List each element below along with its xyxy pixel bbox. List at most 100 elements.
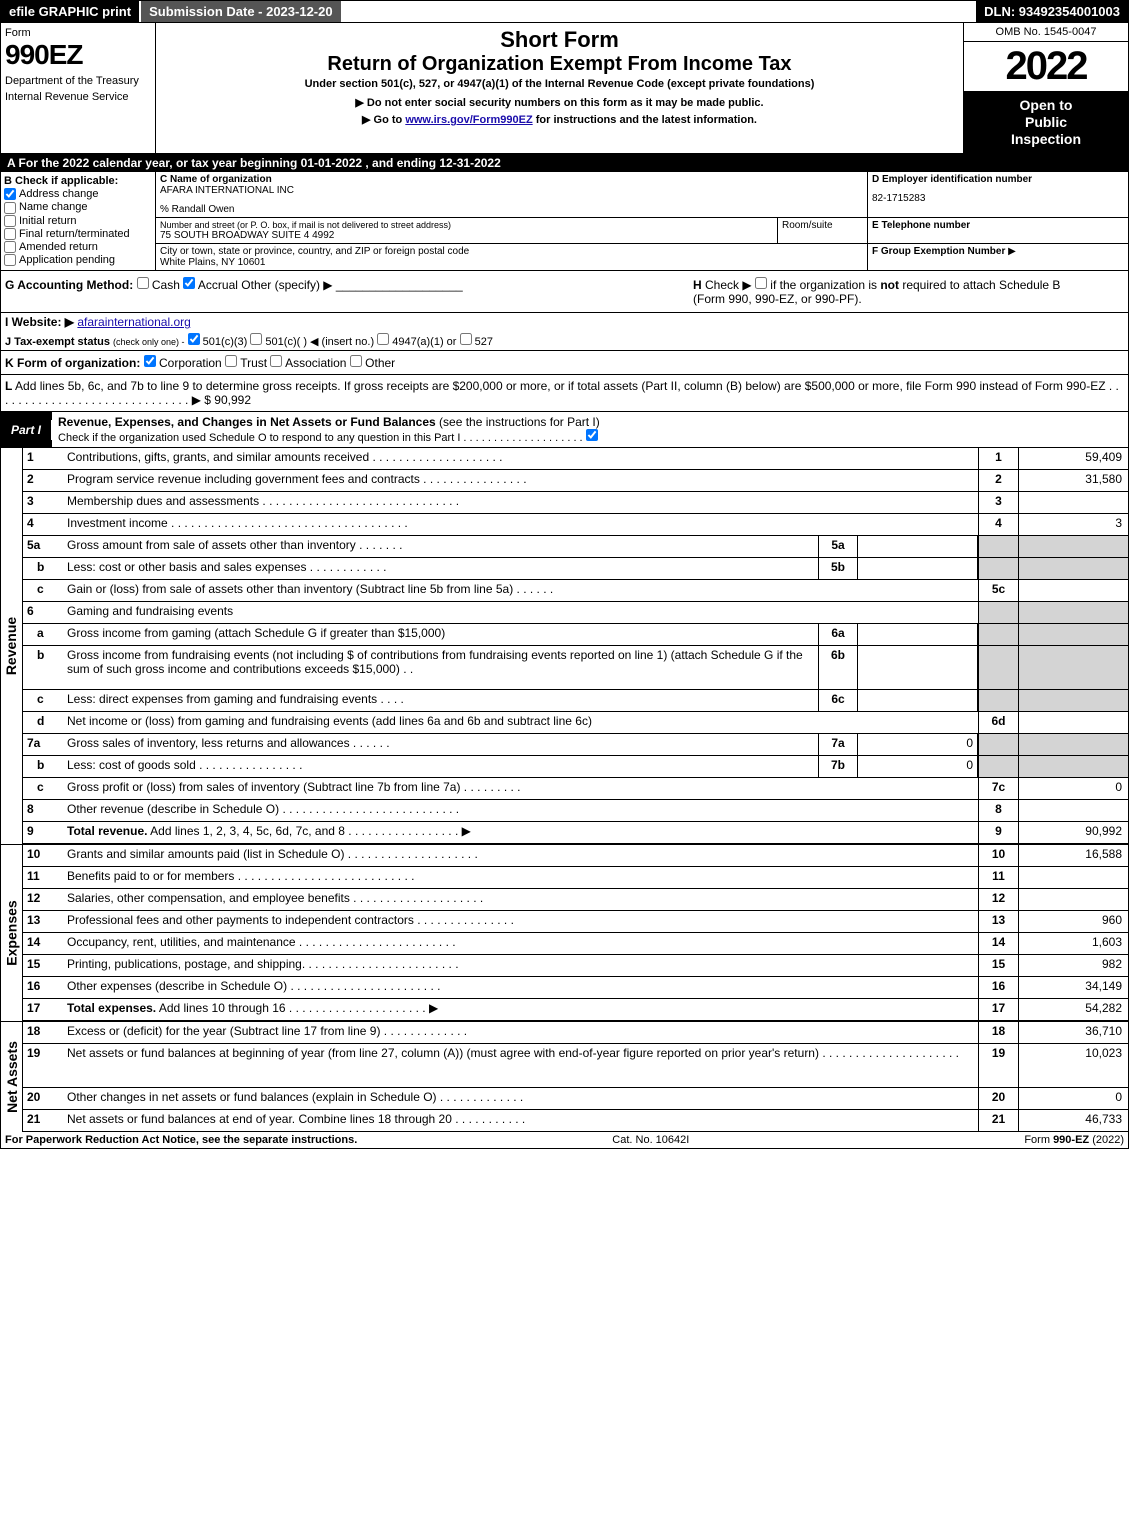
do-not-enter: Do not enter social security numbers on … [164, 96, 955, 109]
form-line-6b: bGross income from fundraising events (n… [23, 646, 1128, 690]
line-description: Less: direct expenses from gaming and fu… [63, 690, 818, 711]
main-line-number: 4 [978, 514, 1018, 535]
checkbox-4947[interactable] [377, 333, 389, 345]
main-line-value: 54,282 [1018, 999, 1128, 1020]
revenue-sidelabel: Revenue [1, 448, 23, 844]
group-arrow: ▶ [1008, 246, 1016, 257]
addr-value: 75 SOUTH BROADWAY SUITE 4 4992 [160, 230, 773, 241]
checkbox-501c[interactable] [250, 333, 262, 345]
section-g-label: G Accounting Method: [5, 278, 133, 292]
checkbox-application-pending[interactable] [4, 254, 16, 266]
checkbox-cash[interactable] [137, 277, 149, 289]
main-line-number: 10 [978, 845, 1018, 866]
cat-number: Cat. No. 10642I [612, 1134, 689, 1146]
main-line-value [1018, 558, 1128, 579]
section-k: K Form of organization: Corporation Trus… [1, 351, 1128, 375]
checkbox-amended-return[interactable] [4, 241, 16, 253]
line-description: Membership dues and assessments . . . . … [63, 492, 978, 513]
goto-link[interactable]: www.irs.gov/Form990EZ [405, 114, 532, 126]
checkbox-trust[interactable] [225, 355, 237, 367]
checkbox-schedule-o[interactable] [586, 429, 598, 441]
line-number: 9 [23, 822, 63, 843]
main-line-number: 14 [978, 933, 1018, 954]
line-description: Professional fees and other payments to … [63, 911, 978, 932]
line-number: c [23, 690, 63, 711]
form-line-13: 13Professional fees and other payments t… [23, 911, 1128, 933]
section-i: I Website: ▶ afarainternational.org [1, 313, 1128, 331]
line-description: Net assets or fund balances at beginning… [63, 1044, 978, 1087]
line-number: 4 [23, 514, 63, 535]
line-number: 20 [23, 1088, 63, 1109]
line-number: 16 [23, 977, 63, 998]
checkbox-association[interactable] [270, 355, 282, 367]
checkbox-corporation[interactable] [144, 355, 156, 367]
section-j-label: J Tax-exempt status [5, 336, 110, 348]
checkbox-other-form[interactable] [350, 355, 362, 367]
line-number: b [23, 756, 63, 777]
form-line-10: 10Grants and similar amounts paid (list … [23, 845, 1128, 867]
form-line-1: 1Contributions, gifts, grants, and simil… [23, 448, 1128, 470]
addr-label: Number and street (or P. O. box, if mail… [160, 220, 773, 230]
line-description: Net income or (loss) from gaming and fun… [63, 712, 978, 733]
header-center: Short Form Return of Organization Exempt… [156, 23, 963, 153]
city-block: City or town, state or province, country… [156, 244, 868, 270]
goto-instructions: Go to www.irs.gov/Form990EZ for instruct… [164, 113, 955, 126]
main-line-value: 36,710 [1018, 1022, 1128, 1043]
check-final-return: Final return/terminated [4, 228, 152, 240]
main-line-number: 7c [978, 778, 1018, 799]
checkbox-final-return[interactable] [4, 228, 16, 240]
sub-line-value: 0 [858, 734, 978, 755]
line-number: 12 [23, 889, 63, 910]
main-line-number: 13 [978, 911, 1018, 932]
check-address-change: Address change [4, 188, 152, 200]
line-description: Net assets or fund balances at end of ye… [63, 1110, 978, 1131]
checkbox-h[interactable] [755, 277, 767, 289]
form-line-6a: aGross income from gaming (attach Schedu… [23, 624, 1128, 646]
tax-year: 2022 [964, 42, 1128, 91]
header-right: OMB No. 1545-0047 2022 Open to Public In… [963, 23, 1128, 153]
sub-line-value: 0 [858, 756, 978, 777]
form-line-12: 12Salaries, other compensation, and empl… [23, 889, 1128, 911]
checkbox-527[interactable] [460, 333, 472, 345]
checkbox-initial-return[interactable] [4, 215, 16, 227]
section-e: E Telephone number [868, 218, 1128, 243]
form-line-6d: dNet income or (loss) from gaming and fu… [23, 712, 1128, 734]
under-section: Under section 501(c), 527, or 4947(a)(1)… [164, 78, 955, 90]
form-line-5a: 5aGross amount from sale of assets other… [23, 536, 1128, 558]
checkbox-address-change[interactable] [4, 188, 16, 200]
line-description: Gross income from fundraising events (no… [63, 646, 818, 689]
form-line-7a: 7aGross sales of inventory, less returns… [23, 734, 1128, 756]
form-line-6: 6Gaming and fundraising events [23, 602, 1128, 624]
form-line-18: 18Excess or (deficit) for the year (Subt… [23, 1022, 1128, 1044]
expense-lines: 10Grants and similar amounts paid (list … [23, 845, 1128, 1021]
main-line-value: 0 [1018, 778, 1128, 799]
line-description: Occupancy, rent, utilities, and maintena… [63, 933, 978, 954]
section-d: D Employer identification number 82-1715… [868, 172, 1128, 217]
checkbox-accrual[interactable] [183, 277, 195, 289]
main-line-value: 3 [1018, 514, 1128, 535]
website-link[interactable]: afarainternational.org [77, 315, 190, 329]
section-g: G Accounting Method: Cash Accrual Other … [5, 277, 685, 306]
main-line-value [1018, 800, 1128, 821]
section-l-label: L [5, 379, 12, 393]
form-line-14: 14Occupancy, rent, utilities, and mainte… [23, 933, 1128, 955]
form-line-6c: cLess: direct expenses from gaming and f… [23, 690, 1128, 712]
form-line-9: 9Total revenue. Add lines 1, 2, 3, 4, 5c… [23, 822, 1128, 844]
main-line-number: 9 [978, 822, 1018, 843]
line-description: Benefits paid to or for members . . . . … [63, 867, 978, 888]
form-line-7b: bLess: cost of goods sold . . . . . . . … [23, 756, 1128, 778]
line-number: 7a [23, 734, 63, 755]
form-number: 990EZ [5, 39, 151, 71]
revenue-section: Revenue 1Contributions, gifts, grants, a… [1, 448, 1128, 844]
sub-line-number: 5b [818, 558, 858, 579]
main-line-value [1018, 712, 1128, 733]
form-line-11: 11Benefits paid to or for members . . . … [23, 867, 1128, 889]
line-description: Total expenses. Add lines 10 through 16 … [63, 999, 978, 1020]
main-line-number [978, 646, 1018, 689]
line-number: a [23, 624, 63, 645]
form-line-7c: cGross profit or (loss) from sales of in… [23, 778, 1128, 800]
line-number: 14 [23, 933, 63, 954]
checkbox-name-change[interactable] [4, 202, 16, 214]
checkbox-501c3[interactable] [188, 333, 200, 345]
main-line-number: 20 [978, 1088, 1018, 1109]
